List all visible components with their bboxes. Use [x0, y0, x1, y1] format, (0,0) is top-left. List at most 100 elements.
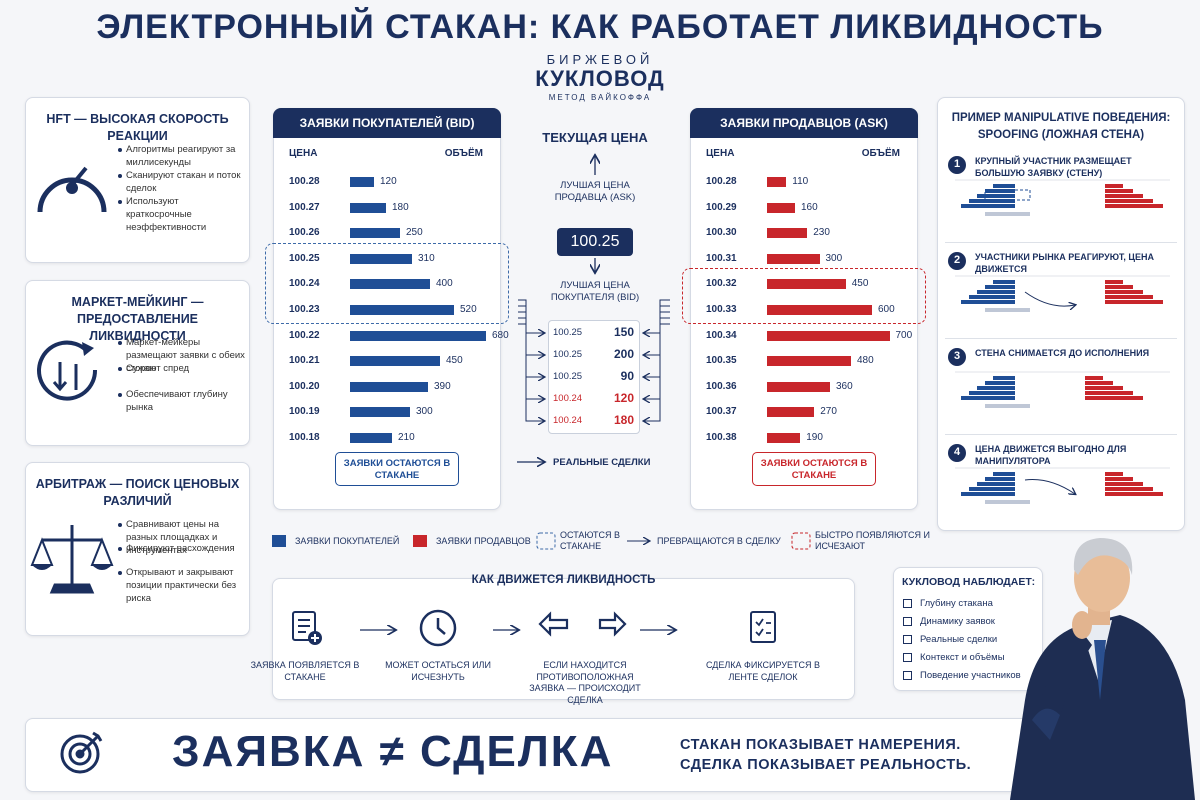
volume-bar: [767, 330, 890, 341]
trade-volume: 150: [613, 325, 634, 339]
legend-swatch: [272, 535, 286, 547]
volume-header: ОБЪЁМ: [861, 148, 900, 159]
best-ask-label: ЛУЧШАЯ ЦЕНА ПРОДАВЦА (ASK): [554, 180, 636, 203]
volume-label: 450: [851, 278, 869, 290]
volume-bar: [767, 279, 846, 290]
volume-bar: [350, 279, 430, 290]
volume-label: 210: [398, 432, 415, 443]
logo-sub: МЕТОД ВАЙКОФФА: [548, 93, 652, 102]
price-level: 100.33: [706, 304, 737, 315]
price-level: 100.19: [289, 406, 320, 418]
volume-label: 360: [836, 380, 853, 392]
checkbox: [903, 671, 912, 680]
volume-bar: [350, 433, 392, 443]
volume-label: 190: [806, 432, 823, 443]
price-level: 100.23: [289, 304, 320, 315]
highlight-zone: [265, 242, 509, 324]
volume-label: 250: [406, 227, 423, 239]
price-level: 100.29: [706, 201, 737, 213]
observer-title: КУКЛОВОД НАБЛЮДАЕТ:: [902, 576, 1036, 588]
volume-bar: [350, 305, 454, 315]
step-badge: [948, 252, 966, 270]
price-header: ЦЕНА: [706, 148, 735, 159]
current-price-box: [557, 228, 633, 256]
step-text: УЧАСТНИКИ РЫНКА РЕАГИРУЮТ, ЦЕНА ДВИЖЕТСЯ: [975, 252, 1154, 274]
flow-step: МОЖЕТ ОСТАТЬСЯ ИЛИ ИСЧЕЗНУТЬ: [385, 660, 491, 682]
step-badge: [948, 444, 966, 462]
trade-price: 100.24: [553, 415, 583, 426]
price-level: 100.35: [706, 355, 737, 367]
observer-item: Поведение участников: [920, 670, 1021, 681]
volume-bar: [767, 202, 795, 213]
order-book-header: [690, 108, 918, 138]
price-level: 100.28: [289, 176, 320, 187]
volume-bar: [767, 305, 872, 315]
footer-panel: [25, 718, 1185, 792]
price-level: 100.36: [706, 380, 737, 392]
volume-label: 180: [392, 201, 409, 213]
divider: [945, 434, 1177, 435]
order-book-title: ЗАЯВКИ ПРОДАВЦОВ (ASK): [720, 116, 888, 130]
volume-bar: [350, 228, 400, 239]
trades-box: [548, 320, 640, 434]
footer-line1: СТАКАН ПОКАЗЫВАЕТ НАМЕРЕНИЯ.: [680, 737, 961, 753]
legend-label: БЫСТРО ПОЯВЛЯЮТСЯ И ИСЧЕЗАЮТ: [815, 530, 931, 551]
legend-label: ПРЕВРАЩАЮТСЯ В СДЕЛКУ: [657, 536, 781, 546]
bullet: [118, 174, 122, 178]
price-level: 100.38: [706, 432, 737, 443]
volume-label: 160: [801, 201, 818, 213]
side-panel-item: Открывают и закрывают позиции практическ…: [126, 567, 237, 604]
volume-label: 600: [878, 304, 895, 315]
volume-label: 680: [492, 329, 509, 341]
volume-label: 310: [418, 252, 435, 264]
legend-swatch: [791, 532, 811, 550]
volume-label: 230: [813, 227, 830, 239]
checkbox: [903, 599, 912, 608]
best-bid-label: ЛУЧШАЯ ЦЕНА ПОКУПАТЕЛЯ (BID): [550, 280, 640, 303]
flow-title: КАК ДВИЖЕТСЯ ЛИКВИДНОСТЬ: [471, 574, 656, 586]
side-panel-item: Используют краткосрочные неэффективности: [126, 196, 207, 233]
step-number: 1: [953, 158, 961, 170]
price-level: 100.37: [706, 406, 737, 418]
legend-label: ЗАЯВКИ ПОКУПАТЕЛЕЙ: [295, 536, 400, 546]
volume-bar: [350, 381, 428, 392]
trade-price: 100.25: [553, 349, 583, 360]
current-price: 100.25: [570, 233, 620, 250]
current-price-title: ТЕКУЩАЯ ЦЕНА: [542, 130, 648, 145]
bullet: [118, 341, 122, 345]
volume-label: 700: [895, 329, 913, 341]
price-level: 100.28: [706, 176, 737, 187]
trade-volume: 90: [620, 369, 634, 383]
side-panel-item: Маркет-мейкеры размещают заявки с обеих …: [126, 337, 245, 374]
volume-label: 450: [446, 355, 463, 367]
side-panel-item: Сравнивают цены на разных площадках и ин…: [126, 519, 220, 556]
volume-label: 520: [460, 304, 477, 315]
side-panel-item: Фиксируют расхождения: [126, 543, 235, 554]
trade-volume: 180: [613, 413, 634, 427]
price-level: 100.26: [289, 227, 320, 239]
step-number: 2: [953, 254, 961, 266]
note-text: ЗАЯВКИ ОСТАЮТСЯ В СТАКАНЕ: [343, 458, 451, 481]
connector: [644, 299, 670, 333]
volume-bar: [767, 433, 801, 443]
logo-main: КУКЛОВОД: [535, 66, 665, 91]
volume-bar: [767, 228, 808, 239]
page-title: ЭЛЕКТРОННЫЙ СТАКАН: КАК РАБОТАЕТ ЛИКВИДН…: [96, 8, 1104, 46]
divider: [945, 242, 1177, 243]
connector: [644, 311, 670, 377]
observer-item: Реальные сделки: [920, 634, 998, 645]
side-panel-item: Алгоритмы реагируют за миллисекунды: [126, 144, 236, 168]
divider: [945, 338, 1177, 339]
price-level: 100.21: [289, 355, 320, 367]
trade-price: 100.24: [553, 393, 583, 404]
volume-bar: [350, 407, 410, 418]
step-text: ЦЕНА ДВИЖЕТСЯ ВЫГОДНО ДЛЯ МАНИПУЛЯТОРА: [975, 444, 1127, 466]
volume-label: 120: [380, 176, 397, 187]
side-panel-title: HFT — ВЫСОКАЯ СКОРОСТЬ РЕАКЦИИ: [46, 112, 229, 143]
step-badge: [948, 348, 966, 366]
side-panel-item: Сканируют стакан и поток сделок: [126, 170, 241, 194]
order-book-header: [273, 108, 501, 138]
bullet: [118, 393, 122, 397]
bullet: [118, 523, 122, 527]
